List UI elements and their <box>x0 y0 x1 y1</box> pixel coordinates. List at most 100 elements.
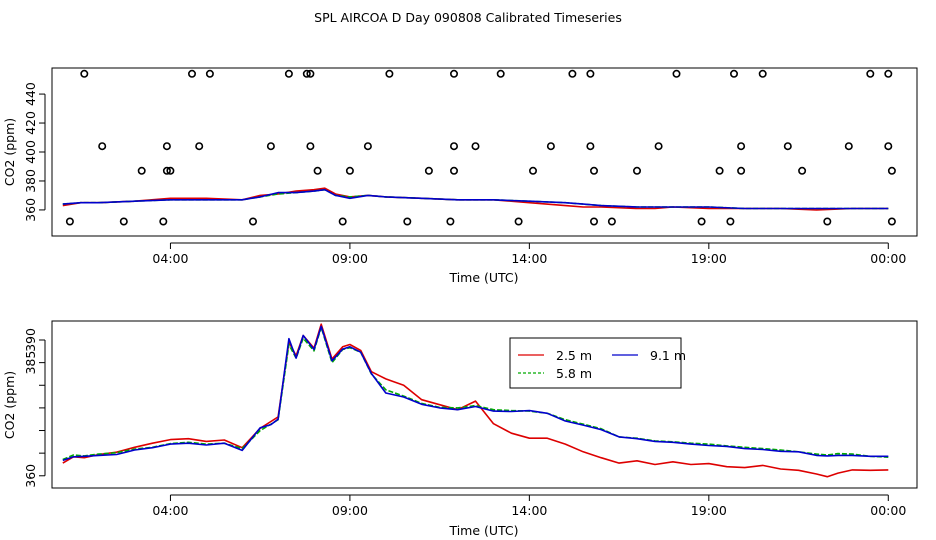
x-tick-label: 19:00 <box>691 503 727 518</box>
top-point-marker <box>284 69 293 78</box>
top-point-marker <box>729 69 738 78</box>
top-point-marker <box>313 166 322 175</box>
top-point-marker <box>546 142 555 151</box>
top-point-marker <box>249 217 258 226</box>
legend-label-5-8m: 5.8 m <box>556 366 592 381</box>
x-tick-label: 00:00 <box>870 251 906 266</box>
top-point-marker <box>363 142 372 151</box>
legend: 2.5 m 5.8 m 9.1 m <box>509 337 686 389</box>
top-point-marker <box>726 217 735 226</box>
top-point-marker <box>188 69 197 78</box>
top-point-marker <box>446 217 455 226</box>
top-panel: 04:00 09:00 14:00 19:00 00:00 360 380 400 420 440… <box>2 67 918 285</box>
top-point-marker <box>737 166 746 175</box>
bottom-y-axis-label: CO2 (ppm) <box>2 371 17 439</box>
top-point-marker <box>514 217 523 226</box>
top-point-marker <box>697 217 706 226</box>
top-point-marker <box>586 69 595 78</box>
top-point-marker <box>403 217 412 226</box>
top-point-marker <box>80 69 89 78</box>
top-point-marker <box>266 142 275 151</box>
top-point-marker <box>471 142 480 151</box>
top-point-marker <box>449 166 458 175</box>
top-point-marker <box>568 69 577 78</box>
top-x-axis-label: Time (UTC) <box>448 270 518 285</box>
top-point-marker <box>338 217 347 226</box>
top-point-marker <box>654 142 663 151</box>
top-point-marker <box>205 69 214 78</box>
x-tick-label: 04:00 <box>152 251 188 266</box>
top-point-marker <box>586 142 595 151</box>
top-y-axis-label: CO2 (ppm) <box>2 118 17 186</box>
top-point-marker <box>884 142 893 151</box>
top-point-marker <box>844 142 853 151</box>
top-point-marker <box>449 142 458 151</box>
legend-label-2-5m: 2.5 m <box>556 348 592 363</box>
bottom-series-9-1-m <box>62 325 889 462</box>
top-point-marker <box>159 217 168 226</box>
legend-label-9-1m: 9.1 m <box>650 348 686 363</box>
y-tick-label: 420 <box>23 111 38 135</box>
top-point-marker <box>783 142 792 151</box>
bottom-series-5-8-m <box>62 326 889 461</box>
bottom-series-layer <box>62 323 889 478</box>
top-point-marker <box>166 166 175 175</box>
top-point-marker <box>306 69 315 78</box>
bottom-plot-frame <box>51 320 918 489</box>
top-point-marker <box>385 69 394 78</box>
y-tick-label: 385 <box>23 351 38 375</box>
x-tick-label: 14:00 <box>511 503 547 518</box>
x-tick-label: 00:00 <box>870 503 906 518</box>
top-point-marker <box>98 142 107 151</box>
top-point-marker <box>589 166 598 175</box>
y-tick-label: 400 <box>23 140 38 164</box>
x-tick-label: 14:00 <box>511 251 547 266</box>
top-point-marker <box>195 142 204 151</box>
top-point-marker <box>137 166 146 175</box>
top-point-marker <box>887 217 896 226</box>
x-tick-label: 19:00 <box>691 251 727 266</box>
top-point-marker <box>884 69 893 78</box>
legend-box <box>509 337 682 389</box>
x-tick-label: 04:00 <box>152 503 188 518</box>
top-point-marker <box>65 217 74 226</box>
top-plot-frame <box>51 67 918 237</box>
top-point-marker <box>496 69 505 78</box>
top-point-marker <box>632 166 641 175</box>
y-tick-label: 360 <box>23 464 38 488</box>
top-point-marker <box>424 166 433 175</box>
top-point-marker <box>162 166 171 175</box>
top-series-layer <box>62 187 889 211</box>
top-point-marker <box>887 166 896 175</box>
bottom-series-2-5-m <box>62 323 889 478</box>
top-axis-layer: 04:00 09:00 14:00 19:00 00:00 360 380 400 420 440 <box>23 82 906 266</box>
top-point-marker <box>798 166 807 175</box>
top-point-marker <box>302 69 311 78</box>
x-tick-label: 09:00 <box>332 251 368 266</box>
top-series-9-1-m <box>62 188 889 210</box>
top-point-marker <box>607 217 616 226</box>
top-point-marker <box>449 69 458 78</box>
top-point-marker <box>715 166 724 175</box>
top-point-marker <box>345 166 354 175</box>
chart-title: SPL AIRCOA D Day 090808 Calibrated Times… <box>314 10 622 25</box>
top-point-marker <box>528 166 537 175</box>
top-point-marker <box>589 217 598 226</box>
top-point-marker <box>306 142 315 151</box>
top-point-marker <box>737 142 746 151</box>
top-point-marker <box>823 217 832 226</box>
top-point-marker <box>162 142 171 151</box>
top-points-layer <box>65 69 896 226</box>
top-point-marker <box>866 69 875 78</box>
y-tick-label: 380 <box>23 169 38 193</box>
y-tick-label: 390 <box>23 328 38 352</box>
bottom-x-axis-label: Time (UTC) <box>448 523 518 538</box>
top-point-marker <box>672 69 681 78</box>
y-tick-label: 440 <box>23 82 38 106</box>
y-tick-label: 360 <box>23 198 38 222</box>
x-tick-label: 09:00 <box>332 503 368 518</box>
top-point-marker <box>119 217 128 226</box>
